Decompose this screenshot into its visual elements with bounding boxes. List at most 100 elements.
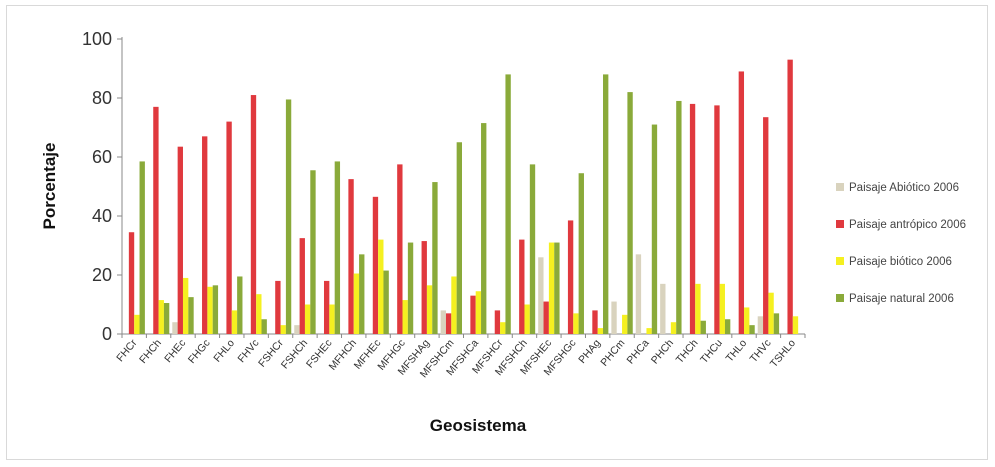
bar	[700, 320, 706, 334]
bar	[470, 295, 476, 334]
bar	[334, 161, 341, 334]
bar	[519, 239, 525, 334]
legend-label: Paisaje Abiótico 2006	[849, 182, 959, 194]
bar	[738, 71, 745, 334]
bar	[719, 283, 725, 334]
bar	[378, 239, 384, 334]
bar	[397, 164, 403, 335]
bar	[538, 257, 544, 334]
x-axis-title: Geosistema	[430, 416, 527, 435]
x-tick-label: FHEc	[162, 337, 188, 365]
bar	[481, 123, 487, 334]
bar	[689, 103, 696, 335]
x-tick-label: FHLo	[211, 337, 237, 365]
legend-swatch	[836, 294, 844, 302]
bar	[505, 74, 511, 335]
bar	[695, 283, 701, 334]
bar	[426, 285, 433, 334]
bar	[440, 310, 446, 334]
bar	[188, 297, 194, 335]
bar	[134, 314, 140, 334]
bar	[635, 254, 642, 334]
bar	[500, 322, 506, 334]
bar	[421, 241, 427, 334]
bar	[177, 146, 183, 334]
x-tick-label: PHCa	[624, 337, 651, 366]
bar	[660, 283, 666, 334]
x-tick-label: FHGc	[186, 337, 213, 366]
bar	[578, 173, 584, 334]
bar	[275, 280, 281, 334]
y-tick-label: 0	[102, 324, 112, 344]
bar	[670, 322, 677, 334]
bar	[529, 164, 536, 335]
bar	[475, 291, 482, 334]
bar	[237, 276, 243, 334]
chart-frame	[6, 5, 988, 460]
legend-swatch	[836, 257, 844, 265]
bar	[294, 325, 300, 334]
x-tick-label: THCu	[698, 337, 725, 366]
legend: Paisaje Abiótico 2006 Paisaje antrópico 2…	[836, 182, 966, 305]
y-axis-title: Porcentaje	[40, 143, 59, 230]
bar	[407, 242, 414, 334]
bar	[622, 314, 628, 334]
bar	[494, 310, 501, 334]
bar	[744, 307, 750, 334]
bar	[128, 232, 135, 334]
bar	[402, 300, 408, 334]
bar	[757, 316, 764, 334]
bar	[611, 301, 617, 334]
bar	[792, 316, 799, 334]
bar	[573, 313, 579, 334]
bar	[231, 310, 238, 334]
y-tick-label: 100	[82, 29, 112, 49]
x-tick-label: FHCh	[137, 337, 164, 366]
bar	[432, 182, 438, 334]
bar	[592, 310, 598, 334]
bar	[359, 254, 365, 334]
bar	[139, 161, 145, 334]
bar	[202, 136, 208, 334]
bar	[163, 303, 170, 334]
x-tick-label: THLo	[724, 337, 750, 365]
bar	[773, 313, 780, 334]
x-tick-label: PHCm	[598, 337, 627, 369]
bar	[724, 319, 731, 334]
x-tick-label: TSHLo	[768, 337, 798, 370]
bar	[749, 325, 755, 334]
legend-swatch	[836, 220, 844, 228]
bar	[597, 328, 604, 334]
x-tick-label: THCh	[674, 337, 701, 366]
bar	[627, 92, 633, 334]
bar	[310, 170, 316, 334]
bar	[329, 304, 335, 334]
bar	[676, 100, 682, 334]
x-tick-label: FHCr	[114, 337, 140, 364]
bar	[153, 106, 159, 334]
bar	[383, 270, 389, 334]
bar	[372, 196, 379, 334]
bar	[299, 238, 305, 335]
bar	[451, 276, 457, 334]
bar	[207, 286, 213, 334]
bar	[456, 142, 462, 334]
bar	[543, 301, 549, 334]
bar	[250, 95, 257, 334]
x-tick-label: PHCh	[649, 337, 676, 366]
bar	[567, 220, 574, 334]
y-tick-label: 60	[92, 147, 112, 167]
legend-label: Paisaje biótico 2006	[849, 256, 952, 268]
y-tick-label: 80	[92, 88, 112, 108]
bar	[603, 74, 609, 335]
bar	[158, 300, 164, 334]
legend-swatch	[836, 183, 844, 191]
bar	[304, 304, 311, 334]
bar	[323, 280, 330, 334]
bar	[646, 328, 652, 334]
legend-label: Paisaje antrópico 2006	[849, 219, 966, 231]
bar	[182, 277, 189, 334]
bar	[763, 117, 769, 335]
bar	[280, 325, 286, 334]
